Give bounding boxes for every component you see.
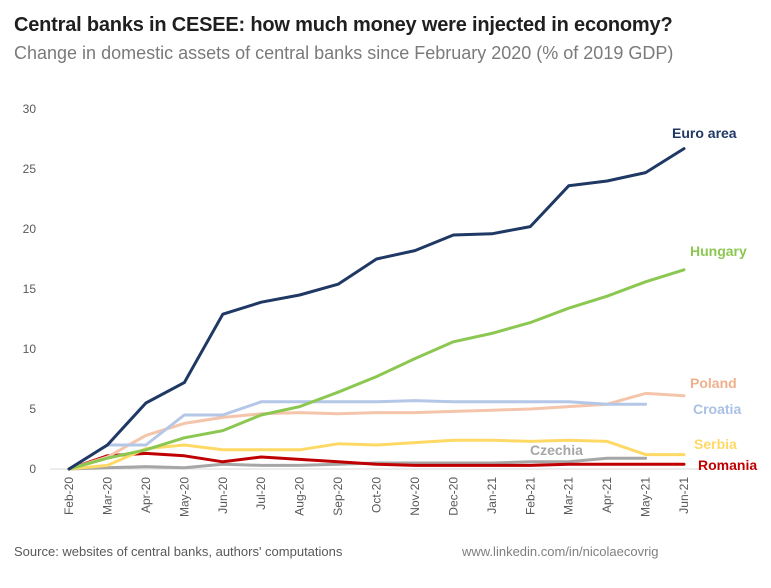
x-tick-label: Apr-21 xyxy=(600,477,614,513)
series-label-serbia: Serbia xyxy=(694,436,737,452)
y-tick-label: 30 xyxy=(23,102,37,116)
x-tick-label: Mar-20 xyxy=(100,477,114,515)
y-tick-label: 10 xyxy=(23,342,37,356)
y-axis: 0 5 10 15 20 25 30 xyxy=(23,102,37,476)
series-line-hungary xyxy=(67,268,686,471)
x-tick-label: Aug-20 xyxy=(293,477,307,516)
x-tick-label: Feb-21 xyxy=(523,477,537,515)
series-label-czechia: Czechia xyxy=(530,442,583,458)
x-tick-label: May-21 xyxy=(639,477,653,517)
x-tick-label: Apr-20 xyxy=(139,477,153,513)
series-line-romania xyxy=(67,451,686,471)
x-tick-label: Mar-21 xyxy=(562,477,576,515)
series-label-euro-area: Euro area xyxy=(672,125,737,141)
series-labels: Euro area Hungary Poland Croatia Serbia Czech… xyxy=(530,125,757,473)
x-tick-label: Feb-20 xyxy=(62,477,76,515)
series-label-croatia: Croatia xyxy=(693,401,741,417)
source-note: Source: websites of central banks, autho… xyxy=(14,544,343,559)
series-line-euro-area xyxy=(67,147,686,471)
x-axis: Feb-20 Mar-20 Apr-20 May-20 Jun-20 Jul-20 Aug-… xyxy=(50,468,703,517)
y-tick-label: 5 xyxy=(29,402,36,416)
series-label-poland: Poland xyxy=(690,375,737,391)
credit-link[interactable]: www.linkedin.com/in/nicolaecovrig xyxy=(462,544,659,559)
x-tick-label: May-20 xyxy=(177,477,191,517)
y-tick-label: 25 xyxy=(23,162,37,176)
series-line-serbia xyxy=(67,438,686,471)
x-tick-label: Jan-21 xyxy=(485,477,499,514)
x-tick-label: Sep-20 xyxy=(331,477,345,516)
y-tick-label: 0 xyxy=(29,462,36,476)
x-tick-label: Jun-20 xyxy=(216,477,230,514)
series-line-poland xyxy=(67,391,686,471)
x-tick-label: Oct-20 xyxy=(370,477,384,513)
x-tick-label: Dec-20 xyxy=(446,477,460,516)
series-line-croatia xyxy=(67,399,648,471)
y-tick-label: 20 xyxy=(23,222,37,236)
x-tick-label: Jun-21 xyxy=(677,477,691,514)
x-tick-label: Jul-20 xyxy=(254,477,268,510)
series-lines xyxy=(67,147,686,471)
x-tick-label: Nov-20 xyxy=(408,477,422,516)
chart-subtitle: Change in domestic assets of central ban… xyxy=(14,43,674,63)
series-label-hungary: Hungary xyxy=(690,243,747,259)
chart-title: Central banks in CESEE: how much money w… xyxy=(14,14,673,36)
y-tick-label: 15 xyxy=(23,282,37,296)
series-label-romania: Romania xyxy=(698,457,757,473)
